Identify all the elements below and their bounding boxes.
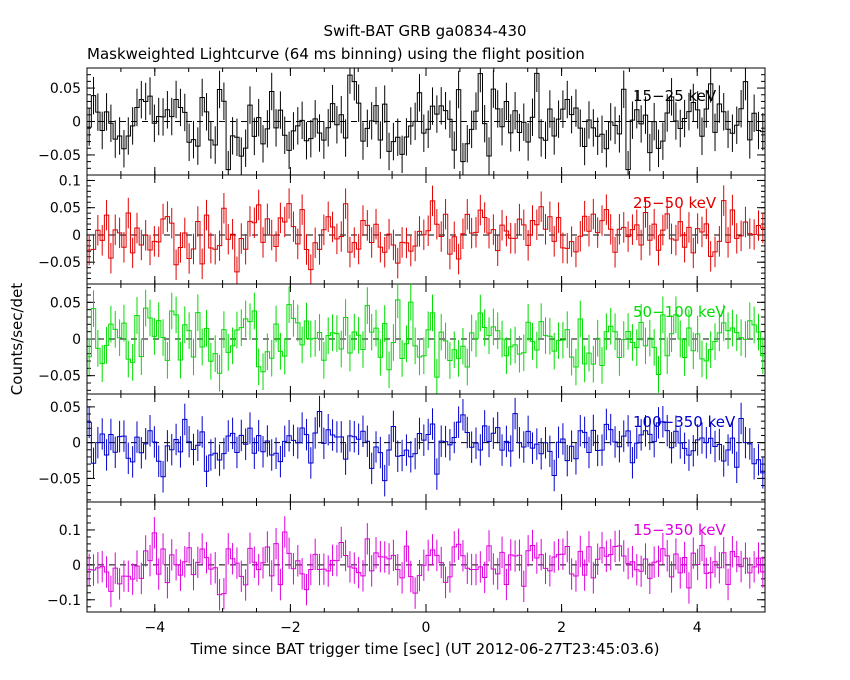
x-tick-label: −2 [280,620,301,636]
y-tick-label: 0 [72,228,81,244]
energy-band-label: 50−100 keV [633,303,726,321]
panel-100-350-kev: −0.05 0 0.05 100−350 keV [38,393,766,503]
y-tick-label: 0 [72,332,81,348]
x-tick-label: 0 [422,620,431,636]
lightcurve-series [87,411,765,482]
y-tick-label: −0.1 [47,593,81,609]
x-tick-label: −4 [144,620,165,636]
lightcurve-series [87,299,765,378]
energy-band-label: 15−25 keV [633,87,717,105]
y-tick-label: 0.1 [59,523,81,539]
x-axis-label: Time since BAT trigger time [sec] (UT 20… [190,640,660,658]
panel-15-350-kev: −0.1 0 0.1 15−350 keV −4 −2 0 2 4 [47,501,766,636]
panel-50-100-kev: −0.05 0 0.05 50−100 keV [38,283,766,395]
y-tick-label: −0.05 [38,255,81,271]
y-tick-label: 0.05 [50,295,81,311]
chart-title: Swift-BAT GRB ga0834-430 [323,22,527,40]
y-tick-label: 0 [72,558,81,574]
energy-band-label: 100−350 keV [633,413,736,431]
panel-15-25-kev: −0.05 0 0.05 15−25 keV [38,67,766,176]
lightcurve-series [87,200,765,273]
y-tick-label: 0.05 [50,81,81,97]
y-tick-label: 0 [72,115,81,131]
chart-subtitle: Maskweighted Lightcurve (64 ms binning) … [87,45,585,63]
panel-25-50-kev: −0.05 0 0.05 0.1 25−50 keV [38,173,766,285]
lightcurve-series [87,531,765,596]
y-tick-label: −0.05 [38,148,81,164]
y-tick-label: −0.05 [38,471,81,487]
lightcurve-series [87,72,765,171]
energy-band-label: 15−350 keV [633,521,726,539]
y-tick-label: 0.05 [50,400,81,416]
y-tick-label: 0.05 [50,201,81,217]
x-tick-label: 2 [557,620,566,636]
x-tick-label: 4 [693,620,702,636]
y-tick-label: −0.05 [38,369,81,385]
y-tick-label: 0.1 [59,173,81,189]
y-tick-label: 0 [72,436,81,452]
energy-band-label: 25−50 keV [633,194,717,212]
